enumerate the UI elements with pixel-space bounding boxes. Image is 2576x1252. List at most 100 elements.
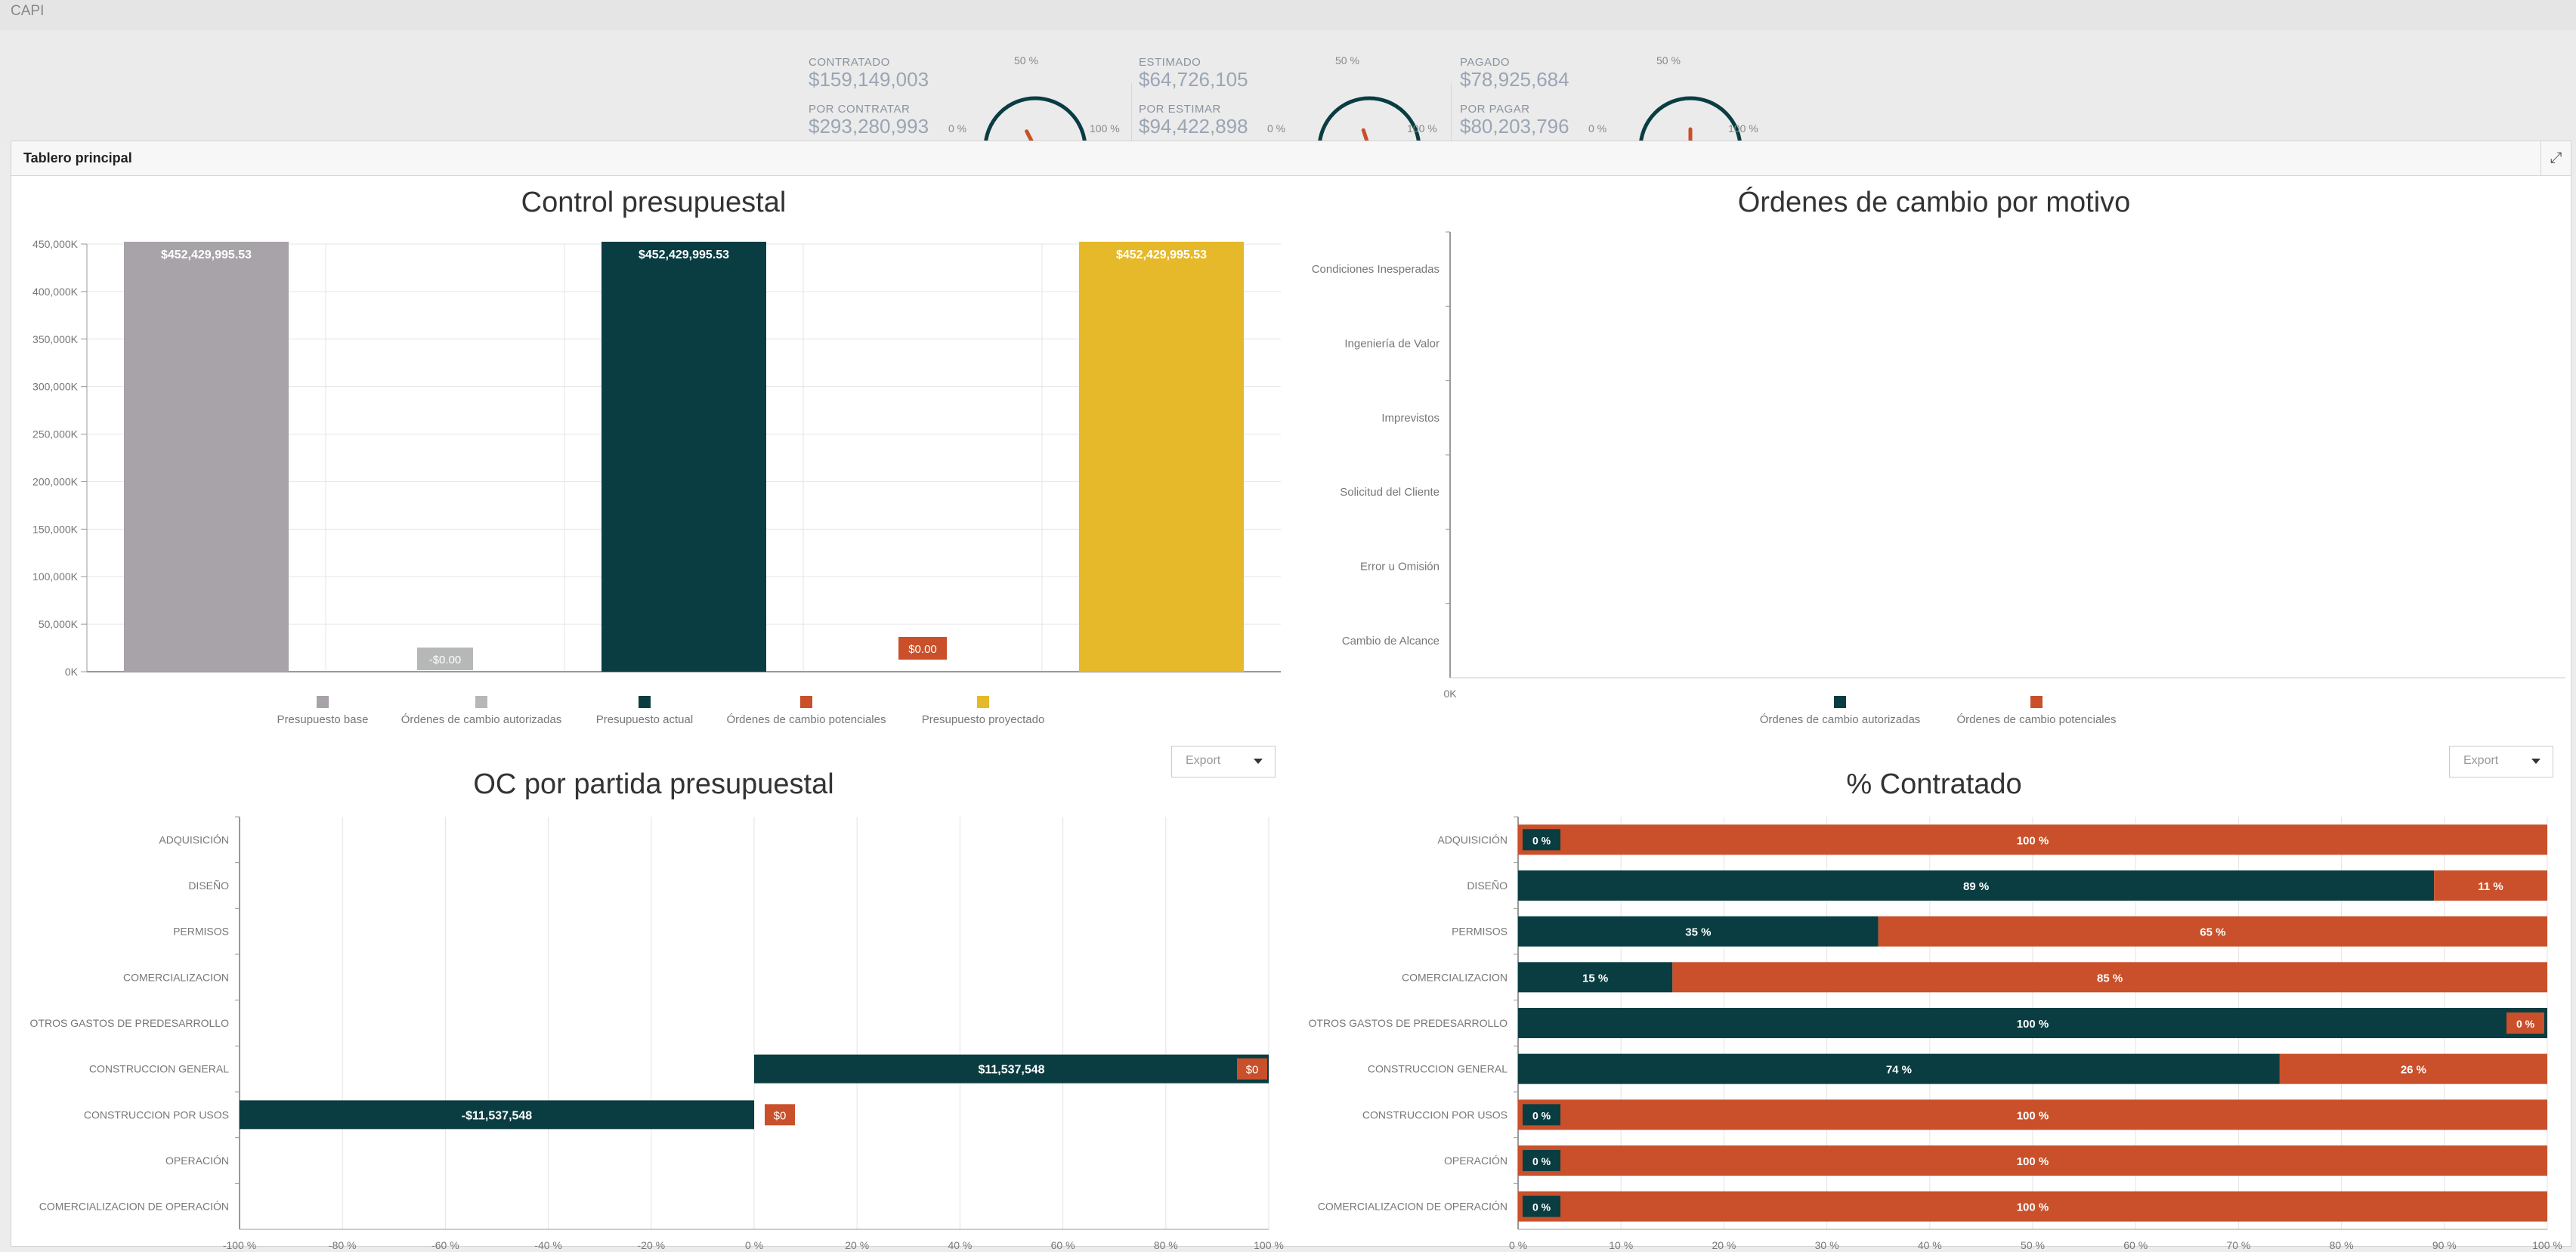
kpi-label: CONTRATADO [809, 56, 890, 69]
data-label: 35 % [1685, 926, 1711, 939]
app-title: CAPI [11, 3, 45, 19]
x-tick-label: -100 % [223, 1239, 256, 1251]
legend-swatch [1834, 696, 1846, 708]
data-label: 0 % [2516, 1018, 2535, 1030]
y-tick-label: 450,000K [32, 238, 79, 250]
data-label: -$0.00 [429, 654, 462, 666]
category-label: COMERCIALIZACION DE OPERACIÓN [1318, 1201, 1508, 1213]
legend-label: Órdenes de cambio autorizadas [1760, 713, 1921, 726]
gauge-min-label: 0 % [1588, 122, 1607, 134]
bar [1518, 1191, 2547, 1222]
main-panel: Tablero principal ⤢ Control presupuestal… [11, 141, 2572, 1251]
y-tick-label: 100,000K [32, 570, 79, 583]
bar [1518, 1053, 2280, 1084]
x-tick-label: -20 % [638, 1239, 666, 1251]
kpi-pagado: PAGADO $78,925,684 POR PAGAR $80,203,796… [1460, 53, 1777, 166]
x-tick-label: -80 % [329, 1239, 357, 1251]
kpi-label: POR ESTIMAR [1139, 103, 1221, 116]
data-label: 0 % [1532, 834, 1551, 846]
category-label: CONSTRUCCION POR USOS [1362, 1108, 1508, 1121]
panel-header: Tablero principal ⤢ [11, 141, 2571, 176]
gauge-arc [1317, 96, 1421, 149]
caret-down-icon [2531, 759, 2540, 764]
category-label: OPERACIÓN [165, 1155, 229, 1167]
gauge-max-label: 100 % [1407, 122, 1437, 134]
data-label-box [1523, 1150, 1560, 1171]
category-label: CONSTRUCCION GENERAL [1368, 1063, 1508, 1075]
legend-label: Presupuesto proyectado [922, 713, 1045, 726]
kpi-label: POR PAGAR [1460, 103, 1530, 116]
oc-partida-plot: -100 % -80 % -60 % -40 % -20 % 0 % 20 % 40 % 60 … [30, 816, 1284, 1251]
export-button[interactable]: Export [2449, 746, 2553, 777]
x-tick-label: 20 % [1712, 1239, 1736, 1251]
legend-label: Órdenes de cambio potenciales [1957, 713, 2117, 726]
category-label: COMERCIALIZACION [1402, 971, 1508, 983]
data-label: $452,429,995.53 [639, 249, 729, 261]
kpi-label: POR CONTRATAR [809, 103, 911, 116]
y-tick-label: 350,000K [32, 333, 79, 345]
bar [2434, 870, 2547, 901]
bar [1518, 916, 1879, 947]
gauge-max-label: 100 % [1728, 122, 1758, 134]
kpi-strip: CONTRATADO $159,149,003 POR CONTRATAR $2… [0, 30, 2576, 166]
legend-label: Presupuesto base [277, 713, 369, 726]
category-label: ADQUISICIÓN [159, 833, 229, 845]
gauge-min-label: 0 % [1267, 122, 1286, 134]
data-label: 0 % [1532, 1109, 1551, 1121]
bar [1878, 916, 2547, 947]
category-label: DISEÑO [188, 879, 229, 892]
category-label: ADQUISICIÓN [1437, 833, 1508, 845]
data-label-box [1523, 1104, 1560, 1126]
bar [1518, 962, 1673, 993]
ordenes-cambio-plot: Condiciones Inesperadas Ingeniería de Val… [1312, 231, 2565, 726]
x-tick-label: 100 % [1254, 1239, 1284, 1251]
kpi-value: $94,422,898 [1139, 115, 1248, 138]
gauge-mid-label: 50 % [1014, 54, 1038, 66]
contratado-plot: 0 % 10 % 20 % 30 % 40 % 50 % 60 % 70 % 80 % 90 % 1… [1309, 816, 2562, 1251]
bar [124, 241, 289, 672]
y-tick-label: 250,000K [32, 428, 79, 441]
data-label-box [765, 1104, 795, 1126]
data-label: 100 % [2017, 1109, 2049, 1122]
category-label: Ingeniería de Valor [1344, 338, 1440, 351]
data-label: $452,429,995.53 [1116, 249, 1207, 261]
kpi-estimado: ESTIMADO $64,726,105 POR ESTIMAR $94,422… [1139, 53, 1456, 166]
data-label: 11 % [2478, 880, 2503, 893]
kpi-value: $293,280,993 [809, 115, 929, 138]
y-tick-label: 300,000K [32, 381, 79, 393]
category-label: Solicitud del Cliente [1340, 486, 1440, 499]
data-label: 100 % [2017, 1018, 2049, 1031]
x-tick-label: 60 % [2123, 1239, 2148, 1251]
export-button[interactable]: Export [1171, 746, 1276, 777]
chart-title: OC por partida presupuestal [473, 768, 834, 800]
x-tick-label: 30 % [1815, 1239, 1839, 1251]
chart-title: % Contratado [1846, 768, 2022, 800]
bar [1518, 1099, 2547, 1130]
expand-icon[interactable]: ⤢ [2540, 141, 2571, 175]
data-label: 89 % [1963, 880, 1989, 893]
data-label: 26 % [2401, 1064, 2426, 1077]
data-label: 85 % [2097, 972, 2123, 985]
x-tick-label: 0 % [1509, 1239, 1527, 1251]
x-tick-label: 70 % [2226, 1239, 2250, 1251]
category-label: Condiciones Inesperadas [1312, 263, 1440, 276]
chart-title: Control presupuestal [521, 187, 787, 218]
data-label-box [2506, 1012, 2544, 1034]
category-label: Error u Omisión [1360, 561, 1440, 573]
data-label: 100 % [2017, 1201, 2049, 1214]
data-label: 74 % [1886, 1064, 1912, 1077]
bar [1518, 824, 2547, 855]
legend-label: Órdenes de cambio autorizadas [401, 713, 562, 726]
data-label-box [898, 637, 947, 660]
y-tick-label: 200,000K [32, 475, 79, 487]
category-label: Cambio de Alcance [1342, 635, 1440, 648]
chart-ordenes-cambio: Órdenes de cambio por motivo Condiciones… [1296, 187, 2572, 806]
legend-swatch [317, 696, 329, 708]
category-label: COMERCIALIZACION [123, 971, 229, 983]
gauge [983, 96, 1087, 150]
y-tick-label: 50,000K [39, 618, 79, 630]
category-label: CONSTRUCCION POR USOS [84, 1108, 229, 1121]
data-label: $0 [1246, 1064, 1259, 1077]
chart-contratado: % Contratado 0 % 10 % 20 % 30 % 40 % 50 % 60 %… [1296, 768, 2572, 1251]
bar [1518, 1008, 2547, 1038]
